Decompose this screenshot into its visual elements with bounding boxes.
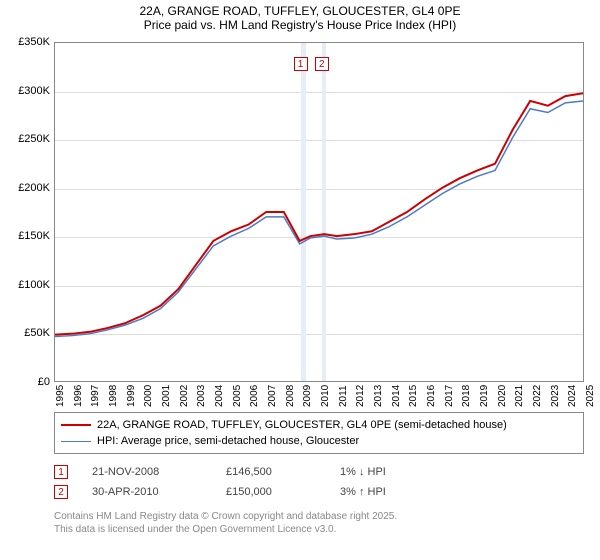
chart-subtitle: Price paid vs. HM Land Registry's House … xyxy=(0,18,600,38)
tx-price: £146,500 xyxy=(226,466,316,478)
chart-title: 22A, GRANGE ROAD, TUFFLEY, GLOUCESTER, G… xyxy=(0,0,600,18)
footer: Contains HM Land Registry data © Crown c… xyxy=(54,510,600,536)
legend-swatch xyxy=(61,441,91,442)
series-line xyxy=(55,101,583,337)
marker-2: 2 xyxy=(315,57,329,71)
y-tick-label: £250K xyxy=(18,133,50,145)
series-line xyxy=(55,93,583,334)
y-tick-label: £50K xyxy=(24,327,50,339)
transaction-row: 1 21-NOV-2008 £146,500 1% ↓ HPI xyxy=(54,462,584,482)
tx-marker: 2 xyxy=(54,485,68,499)
y-tick-label: £350K xyxy=(18,36,50,48)
tx-price: £150,000 xyxy=(226,486,316,498)
legend-item: HPI: Average price, semi-detached house,… xyxy=(61,433,577,449)
tx-date: 21-NOV-2008 xyxy=(92,466,202,478)
chart-container: £0 £50K £100K £150K £200K £250K £300K £350K 12 … xyxy=(10,38,590,408)
legend-label: 22A, GRANGE ROAD, TUFFLEY, GLOUCESTER, G… xyxy=(97,419,507,431)
y-tick-label: £0 xyxy=(38,376,50,388)
legend-item: 22A, GRANGE ROAD, TUFFLEY, GLOUCESTER, G… xyxy=(61,417,577,433)
tx-date: 30-APR-2010 xyxy=(92,486,202,498)
footer-line2: This data is licensed under the Open Gov… xyxy=(54,523,600,536)
legend-label: HPI: Average price, semi-detached house,… xyxy=(97,435,359,447)
legend: 22A, GRANGE ROAD, TUFFLEY, GLOUCESTER, G… xyxy=(54,412,584,454)
tx-pct: 3% ↑ HPI xyxy=(340,486,460,498)
footer-line1: Contains HM Land Registry data © Crown c… xyxy=(54,510,600,523)
marker-1: 1 xyxy=(294,57,308,71)
transaction-table: 1 21-NOV-2008 £146,500 1% ↓ HPI 2 30-APR-2010… xyxy=(54,462,584,502)
line-series xyxy=(55,43,583,381)
tx-pct: 1% ↓ HPI xyxy=(340,466,460,478)
y-tick-label: £100K xyxy=(18,279,50,291)
y-tick-label: £150K xyxy=(18,230,50,242)
tx-marker: 1 xyxy=(54,465,68,479)
plot-area: 12 1995199619971998199920002001200220032… xyxy=(54,42,584,382)
legend-swatch xyxy=(61,424,91,426)
y-tick-label: £200K xyxy=(18,182,50,194)
transaction-row: 2 30-APR-2010 £150,000 3% ↑ HPI xyxy=(54,482,584,502)
y-tick-label: £300K xyxy=(18,85,50,97)
